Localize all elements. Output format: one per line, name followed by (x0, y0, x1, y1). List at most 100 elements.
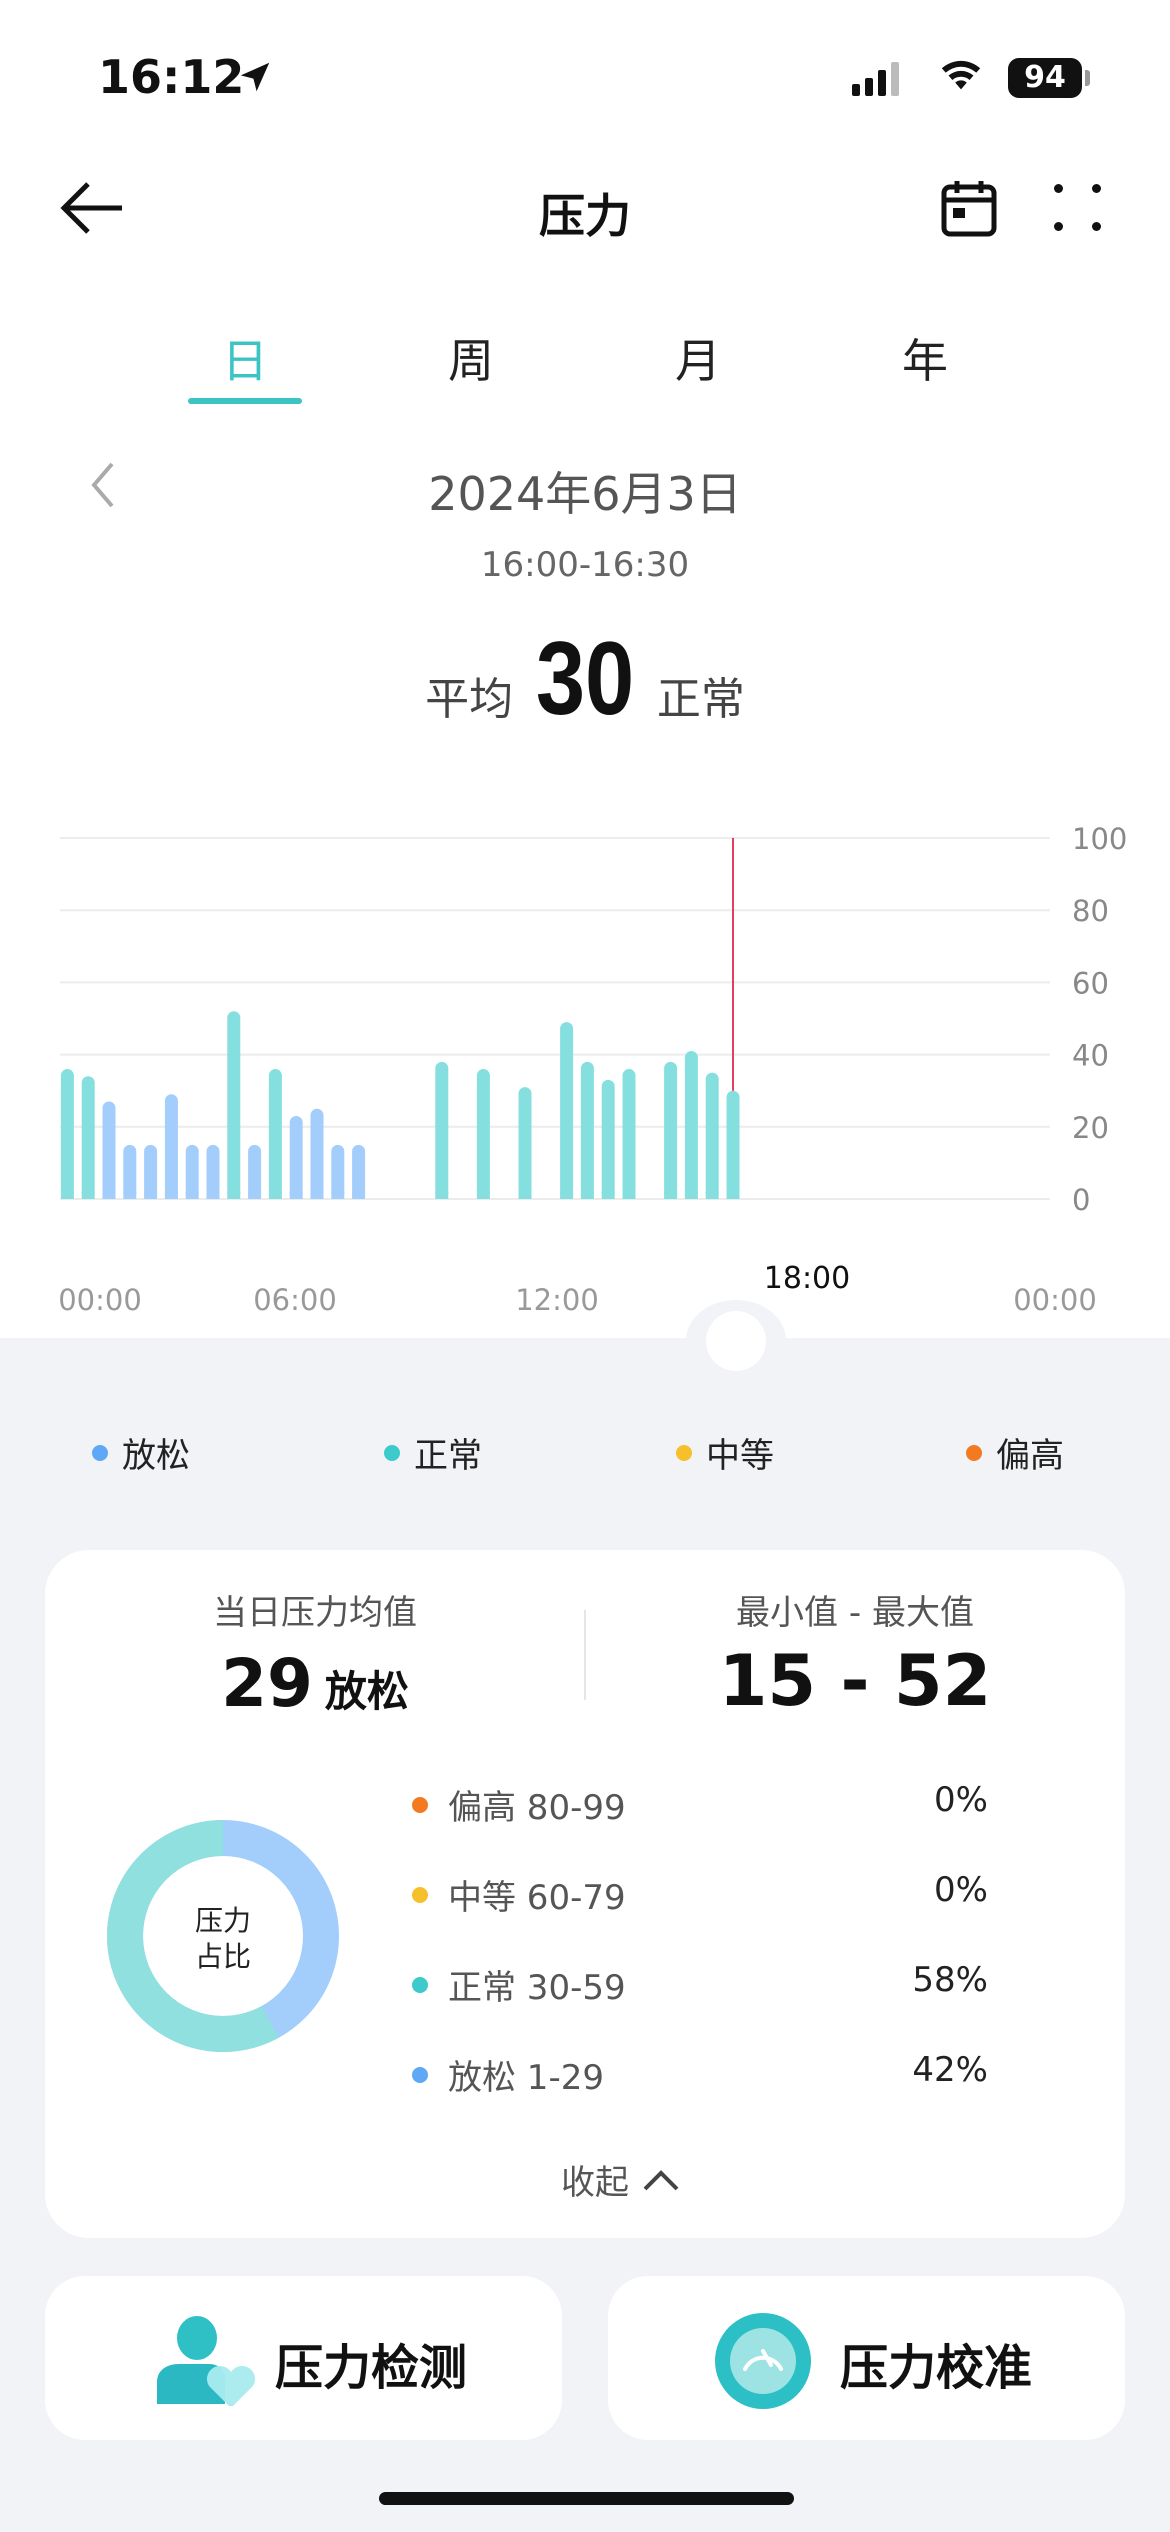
bar-base (206, 1192, 220, 1199)
x-tick-label: 00:00 (58, 1283, 142, 1317)
divider (584, 1610, 586, 1700)
bar[interactable] (248, 1144, 262, 1199)
bar[interactable] (664, 1061, 678, 1199)
bar[interactable] (352, 1144, 366, 1199)
stress-bar-chart[interactable]: 0 20 40 60 80 100 00:00 06:00 12:00 18:00 00:00 (0, 800, 1170, 1340)
bar[interactable] (227, 1011, 241, 1199)
range-label: 偏高 80-99 (448, 1788, 626, 1828)
chevron-up-icon (643, 2169, 679, 2190)
donut-segment-normal (106, 1820, 339, 2052)
page-title: 压力 (539, 189, 631, 243)
bar-base (123, 1192, 137, 1199)
range-row-high: 偏高 80-99 (412, 1780, 626, 1829)
legend-label: 放松 (122, 1436, 190, 1476)
bar-base (268, 1192, 282, 1199)
range-percent: 0% (934, 1780, 988, 1820)
arrow-left-icon[interactable] (58, 178, 126, 238)
time-slider-handle[interactable] (706, 1311, 766, 1371)
bar-base (601, 1192, 615, 1199)
bar[interactable] (622, 1069, 636, 1199)
four-dots-icon[interactable] (1052, 182, 1104, 234)
bar-base (352, 1192, 366, 1199)
bar[interactable] (726, 1090, 740, 1199)
range-percent: 0% (934, 1870, 988, 1910)
bar-base (476, 1192, 490, 1199)
bar-base (435, 1192, 449, 1199)
bar-base (705, 1192, 719, 1199)
bar[interactable] (684, 1050, 698, 1199)
bar[interactable] (560, 1022, 574, 1199)
legend-label: 中等 (706, 1436, 774, 1476)
average-summary: 平均 30 正常 (425, 620, 745, 739)
y-tick-label: 100 (1072, 822, 1127, 856)
collapse-label: 收起 (561, 2163, 629, 2203)
calendar-icon[interactable] (940, 178, 998, 238)
bar[interactable] (289, 1115, 303, 1199)
bar[interactable] (310, 1108, 324, 1199)
person-heart-icon (157, 2316, 255, 2406)
bar[interactable] (601, 1079, 615, 1199)
bar[interactable] (705, 1072, 719, 1199)
legend-dot (92, 1444, 108, 1461)
legend-label: 正常 (414, 1436, 482, 1476)
bar-base (331, 1192, 345, 1199)
stress-donut-chart: 压力 占比 (106, 1820, 339, 2052)
bar[interactable] (268, 1069, 282, 1199)
bar-base (144, 1192, 158, 1199)
home-indicator[interactable] (379, 2492, 794, 2505)
range-dot (412, 1886, 428, 1903)
tab-week[interactable]: 周 (448, 334, 494, 388)
bar[interactable] (60, 1069, 74, 1199)
bar-base (664, 1192, 678, 1199)
bar[interactable] (476, 1069, 490, 1199)
date-label: 2024年6月3日 (428, 467, 742, 521)
location-arrow-icon (240, 62, 270, 92)
x-tick-label: 00:00 (1013, 1283, 1097, 1317)
tab-day[interactable]: 日 (222, 334, 268, 388)
bar[interactable] (580, 1061, 594, 1199)
bar-base (81, 1192, 95, 1199)
range-row-relax: 放松 1-29 (412, 2050, 604, 2099)
chevron-left-icon[interactable] (88, 460, 118, 510)
bar-base (580, 1192, 594, 1199)
bar-base (60, 1192, 74, 1199)
daily-avg-level: 放松 (324, 1667, 409, 1716)
bar-base (622, 1192, 636, 1199)
stress-test-label: 压力检测 (275, 2340, 468, 2396)
cellular-signal-icon (852, 62, 899, 96)
stress-test-button[interactable]: 压力检测 (45, 2276, 562, 2440)
donut-center-line1: 压力 (195, 1904, 251, 1937)
bar[interactable] (102, 1101, 116, 1199)
wifi-icon (941, 60, 981, 90)
range-row-moderate: 中等 60-79 (412, 1870, 626, 1919)
bar-base (185, 1192, 199, 1199)
legend-dot (966, 1444, 982, 1461)
gauge-icon (715, 2313, 811, 2409)
bar[interactable] (185, 1144, 199, 1199)
bar[interactable] (518, 1087, 532, 1199)
stress-calibration-button[interactable]: 压力校准 (608, 2276, 1125, 2440)
y-tick-label: 80 (1072, 894, 1109, 928)
range-label: 正常 30-59 (448, 1968, 626, 2008)
bar[interactable] (81, 1076, 95, 1199)
avg-level: 正常 (656, 674, 745, 725)
bar-base (560, 1192, 574, 1199)
bar[interactable] (331, 1144, 345, 1199)
bar[interactable] (435, 1061, 449, 1199)
bar[interactable] (164, 1094, 178, 1199)
x-tick-label: 06:00 (253, 1283, 337, 1317)
collapse-button[interactable]: 收起 (561, 2155, 681, 2204)
bar[interactable] (123, 1144, 137, 1199)
range-dot (412, 1976, 428, 1993)
y-tick-label: 40 (1072, 1039, 1109, 1073)
bar[interactable] (206, 1144, 220, 1199)
y-tick-label: 60 (1072, 966, 1109, 1000)
tab-year[interactable]: 年 (902, 334, 948, 388)
bar-base (289, 1192, 303, 1199)
avg-value: 30 (535, 621, 635, 737)
minmax-label: 最小值 - 最大值 (736, 1593, 974, 1633)
tab-month[interactable]: 月 (675, 334, 721, 388)
bar-base (227, 1192, 241, 1199)
range-percent: 58% (912, 1960, 988, 2000)
bar[interactable] (144, 1144, 158, 1199)
